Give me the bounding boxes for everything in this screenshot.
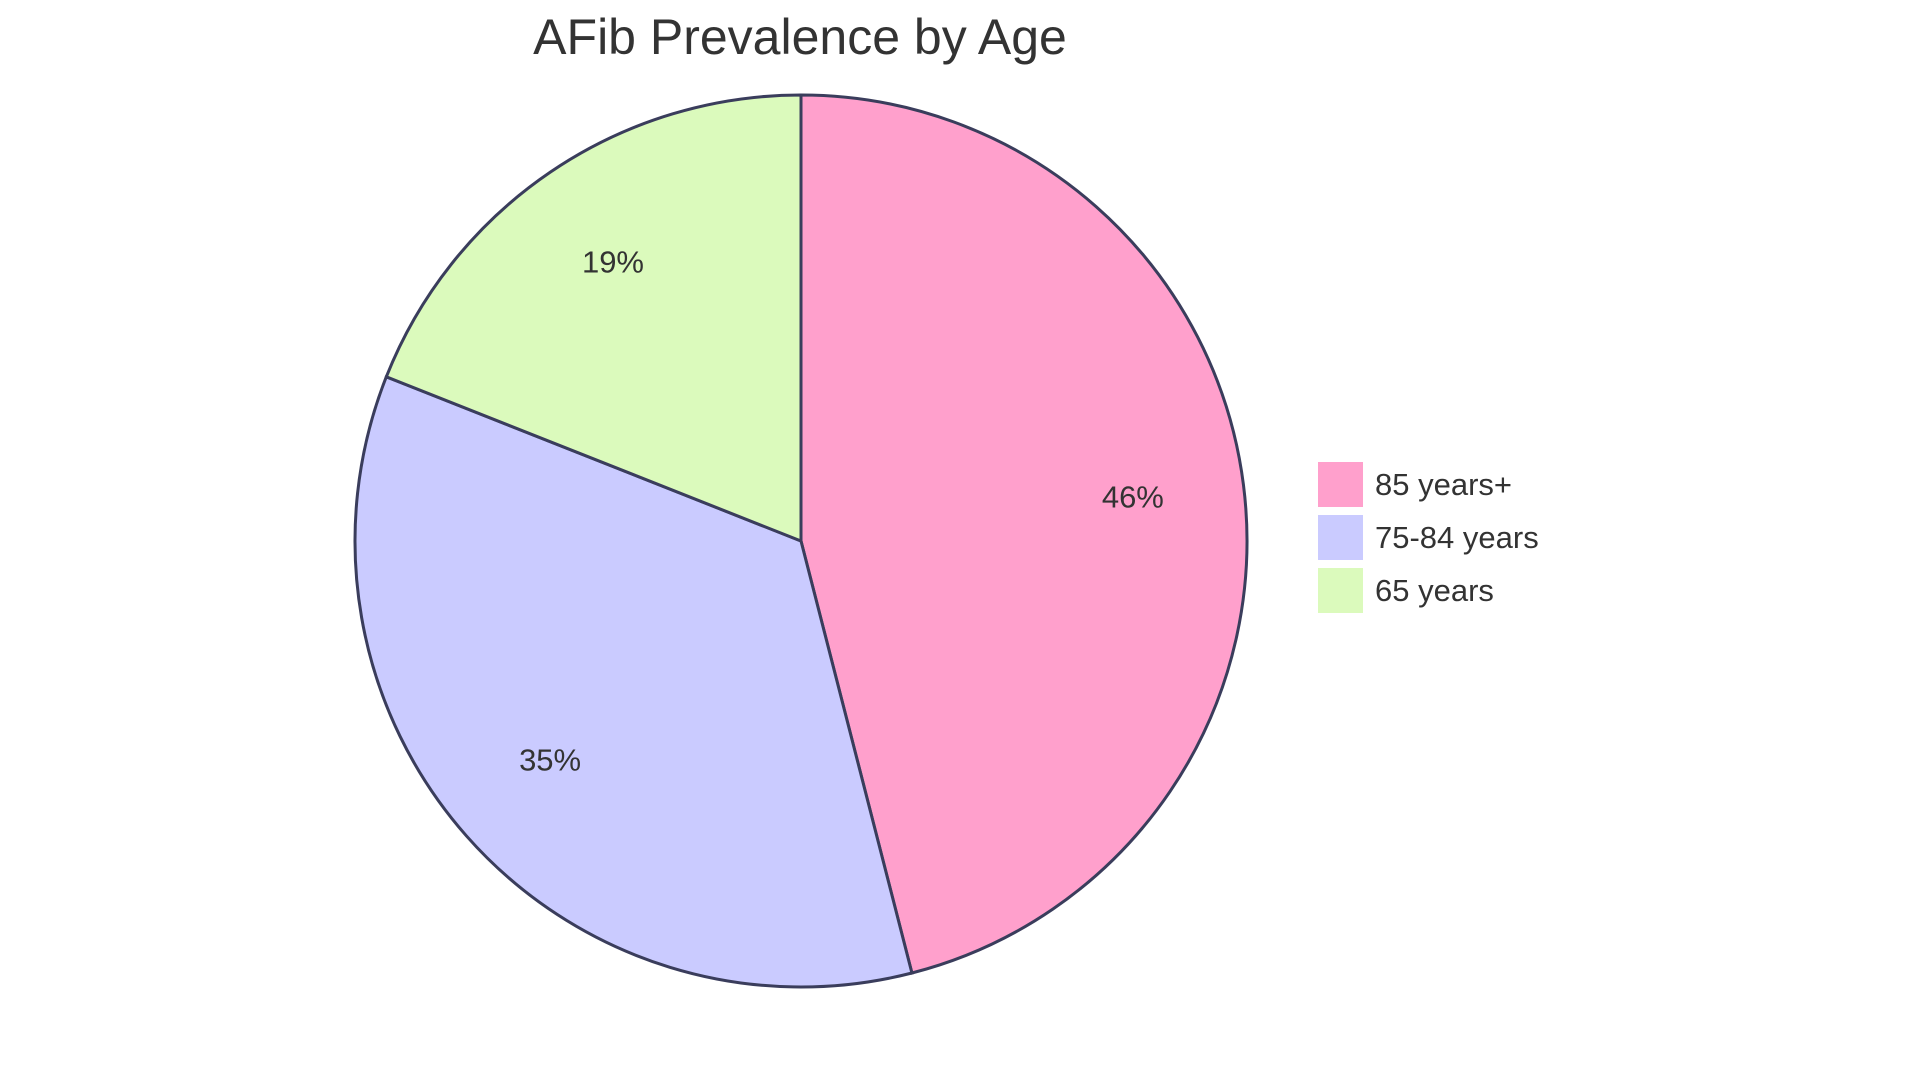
legend-swatch-85-plus	[1318, 462, 1363, 507]
pie-slice-75-84-years	[353, 374, 914, 989]
legend-swatch-75-84	[1318, 515, 1363, 560]
slice-percent-label: 35%	[519, 742, 581, 777]
slice-percent-label: 46%	[1102, 479, 1164, 514]
pie-slices	[353, 93, 1249, 989]
legend-label: 75-84 years	[1375, 519, 1539, 555]
legend-label: 85 years+	[1375, 466, 1513, 502]
legend-label: 65 years	[1375, 572, 1494, 608]
legend-item-75-84: 75-84 years	[1318, 511, 1539, 564]
legend-item-65: 65 years	[1318, 564, 1539, 617]
pie-slice-65-years	[384, 93, 803, 544]
legend: 85 years+ 75-84 years 65 years	[1318, 458, 1539, 617]
chart-title: AFib Prevalence by Age	[533, 9, 1067, 65]
legend-swatch-65	[1318, 568, 1363, 613]
legend-item-85-plus: 85 years+	[1318, 458, 1539, 511]
slice-percent-label: 19%	[582, 245, 644, 280]
pie-slice-85-years-	[799, 93, 1249, 975]
pie-slice-labels: 46% 35% 19%	[519, 245, 1164, 778]
